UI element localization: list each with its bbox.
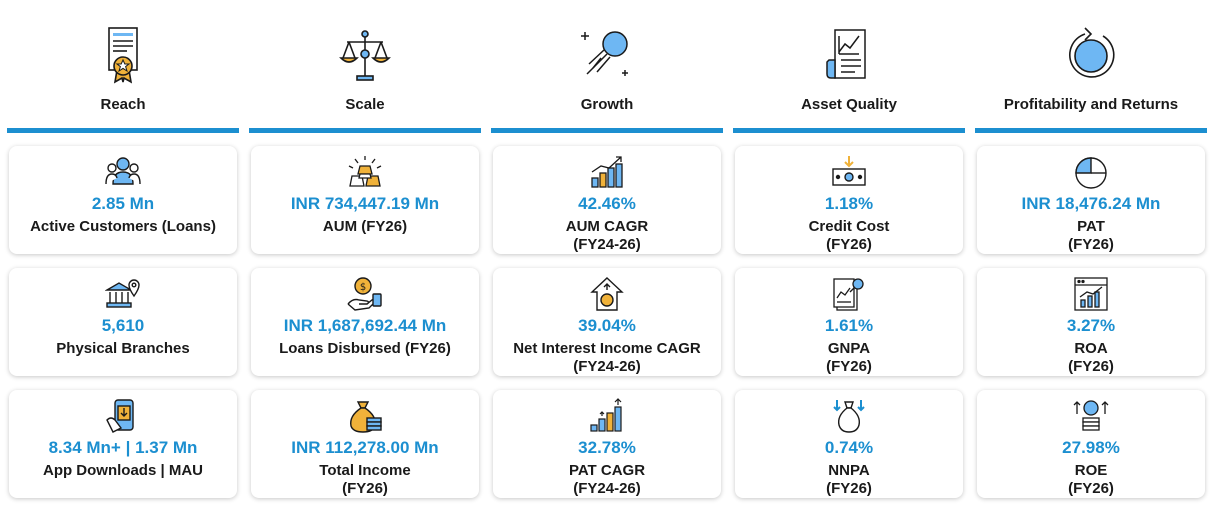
metric-card: 3.27% ROA (FY26): [977, 268, 1205, 376]
metric-label: ROE (FY26): [1068, 462, 1114, 497]
metric-value: 39.04%: [578, 316, 636, 335]
metric-value: INR 734,447.19 Mn: [290, 194, 440, 213]
metric-value: 2.85 Mn: [91, 194, 155, 213]
metric-value: 27.98%: [1062, 438, 1120, 457]
metric-card: 1.18% Credit Cost (FY26): [735, 146, 963, 254]
metric-card: INR 18,476.24 Mn PAT (FY26): [977, 146, 1205, 254]
metric-card: 32.78% PAT CAGR (FY24-26): [493, 390, 721, 498]
metric-value: 0.74%: [824, 438, 874, 457]
balance-scale-icon: [335, 24, 395, 84]
refresh-cycle-icon: [1061, 24, 1121, 84]
category-header: Reach: [7, 0, 239, 133]
category-title: Reach: [100, 96, 146, 113]
money-bag-coins-icon: [347, 398, 383, 434]
metric-label: AUM (FY26): [322, 218, 408, 235]
metric-value: INR 112,278.00 Mn: [291, 438, 439, 457]
metric-card: 8.34 Mn+ | 1.37 Mn App Downloads | MAU: [9, 390, 237, 498]
category-title: Profitability and Returns: [1003, 96, 1179, 113]
metric-card: INR 734,447.19 Mn AUM (FY26): [251, 146, 479, 254]
metric-value: INR 1,687,692.44 Mn: [283, 316, 447, 335]
shooting-star-icon: [577, 24, 637, 84]
category-divider: [491, 128, 723, 133]
metric-value: 32.78%: [578, 438, 636, 457]
metric-label: NNPA (FY26): [826, 462, 872, 497]
bank-location-icon: [104, 276, 141, 312]
column-profitability: Profitability and Returns INR 18,476.24 …: [975, 0, 1207, 506]
customers-group-icon: [105, 154, 141, 190]
metric-card: 1.61% GNPA (FY26): [735, 268, 963, 376]
category-header: Scale: [249, 0, 481, 133]
metric-value: 1.18%: [824, 194, 874, 213]
category-divider: [249, 128, 481, 133]
metric-label: Loans Disbursed (FY26): [279, 340, 451, 357]
metric-card: 42.46% AUM CAGR (FY24-26): [493, 146, 721, 254]
hand-money-icon: $: [347, 276, 383, 312]
banknote-down-icon: [831, 154, 867, 190]
column-reach: Reach 2.85 Mn Active Customers (Loans) 5…: [7, 0, 239, 506]
metric-label: PAT (FY26): [1068, 218, 1114, 253]
category-divider: [975, 128, 1207, 133]
metric-card: 27.98% ROE (FY26): [977, 390, 1205, 498]
metric-value: INR 18,476.24 Mn: [1021, 194, 1161, 213]
growth-bars-icon: [589, 154, 625, 190]
metric-label: GNPA (FY26): [826, 340, 872, 375]
report-chart-icon: [819, 24, 879, 84]
metric-value: 8.34 Mn+ | 1.37 Mn: [48, 438, 198, 457]
certificate-icon: [93, 24, 153, 84]
gold-bars-icon: [347, 154, 383, 190]
house-coin-icon: [589, 276, 625, 312]
category-title: Scale: [345, 96, 385, 113]
category-title: Growth: [580, 96, 634, 113]
metric-value: 1.61%: [824, 316, 874, 335]
category-divider: [733, 128, 965, 133]
browser-chart-icon: [1073, 276, 1109, 312]
metric-card: INR 112,278.00 Mn Total Income (FY26): [251, 390, 479, 498]
pie-chart-icon: [1073, 154, 1109, 190]
column-growth: Growth 42.46% AUM CAGR (FY24-26): [491, 0, 723, 506]
metric-label: ROA (FY26): [1068, 340, 1114, 375]
metric-label: AUM CAGR (FY24-26): [565, 218, 649, 253]
metric-value: 5,610: [101, 316, 145, 335]
mobile-download-icon: [105, 398, 141, 434]
metric-label: Credit Cost (FY26): [808, 218, 890, 253]
category-header: Asset Quality: [733, 0, 965, 133]
column-asset-quality: Asset Quality 1.18% Credit Cost (FY26): [733, 0, 965, 506]
report-search-icon: [831, 276, 867, 312]
metric-card: 2.85 Mn Active Customers (Loans): [9, 146, 237, 254]
category-header: Growth: [491, 0, 723, 133]
metric-label: Active Customers (Loans): [30, 218, 216, 235]
coin-arrows-icon: [1073, 398, 1109, 434]
category-title: Asset Quality: [801, 96, 897, 113]
metric-value: 3.27%: [1066, 316, 1116, 335]
metric-card: 0.74% NNPA (FY26): [735, 390, 963, 498]
column-scale: Scale INR 734,447.19 Mn AUM (FY26) $: [249, 0, 481, 506]
metric-card: 5,610 Physical Branches: [9, 268, 237, 376]
metric-card: $ INR 1,687,692.44 Mn Loans Disbursed (F…: [251, 268, 479, 376]
metric-label: Net Interest Income CAGR (FY24-26): [513, 340, 701, 375]
coin-stacks-icon: [589, 398, 625, 434]
metric-label: Physical Branches: [56, 340, 190, 357]
metric-value: 42.46%: [578, 194, 636, 213]
category-header: Profitability and Returns: [975, 0, 1207, 133]
metric-label: PAT CAGR (FY24-26): [568, 462, 646, 497]
metric-label: App Downloads | MAU: [42, 462, 204, 479]
svg-text:$: $: [360, 282, 366, 293]
money-bag-arrows-icon: [831, 398, 867, 434]
metric-card: 39.04% Net Interest Income CAGR (FY24-26…: [493, 268, 721, 376]
metric-label: Total Income (FY26): [319, 462, 411, 497]
category-divider: [7, 128, 239, 133]
